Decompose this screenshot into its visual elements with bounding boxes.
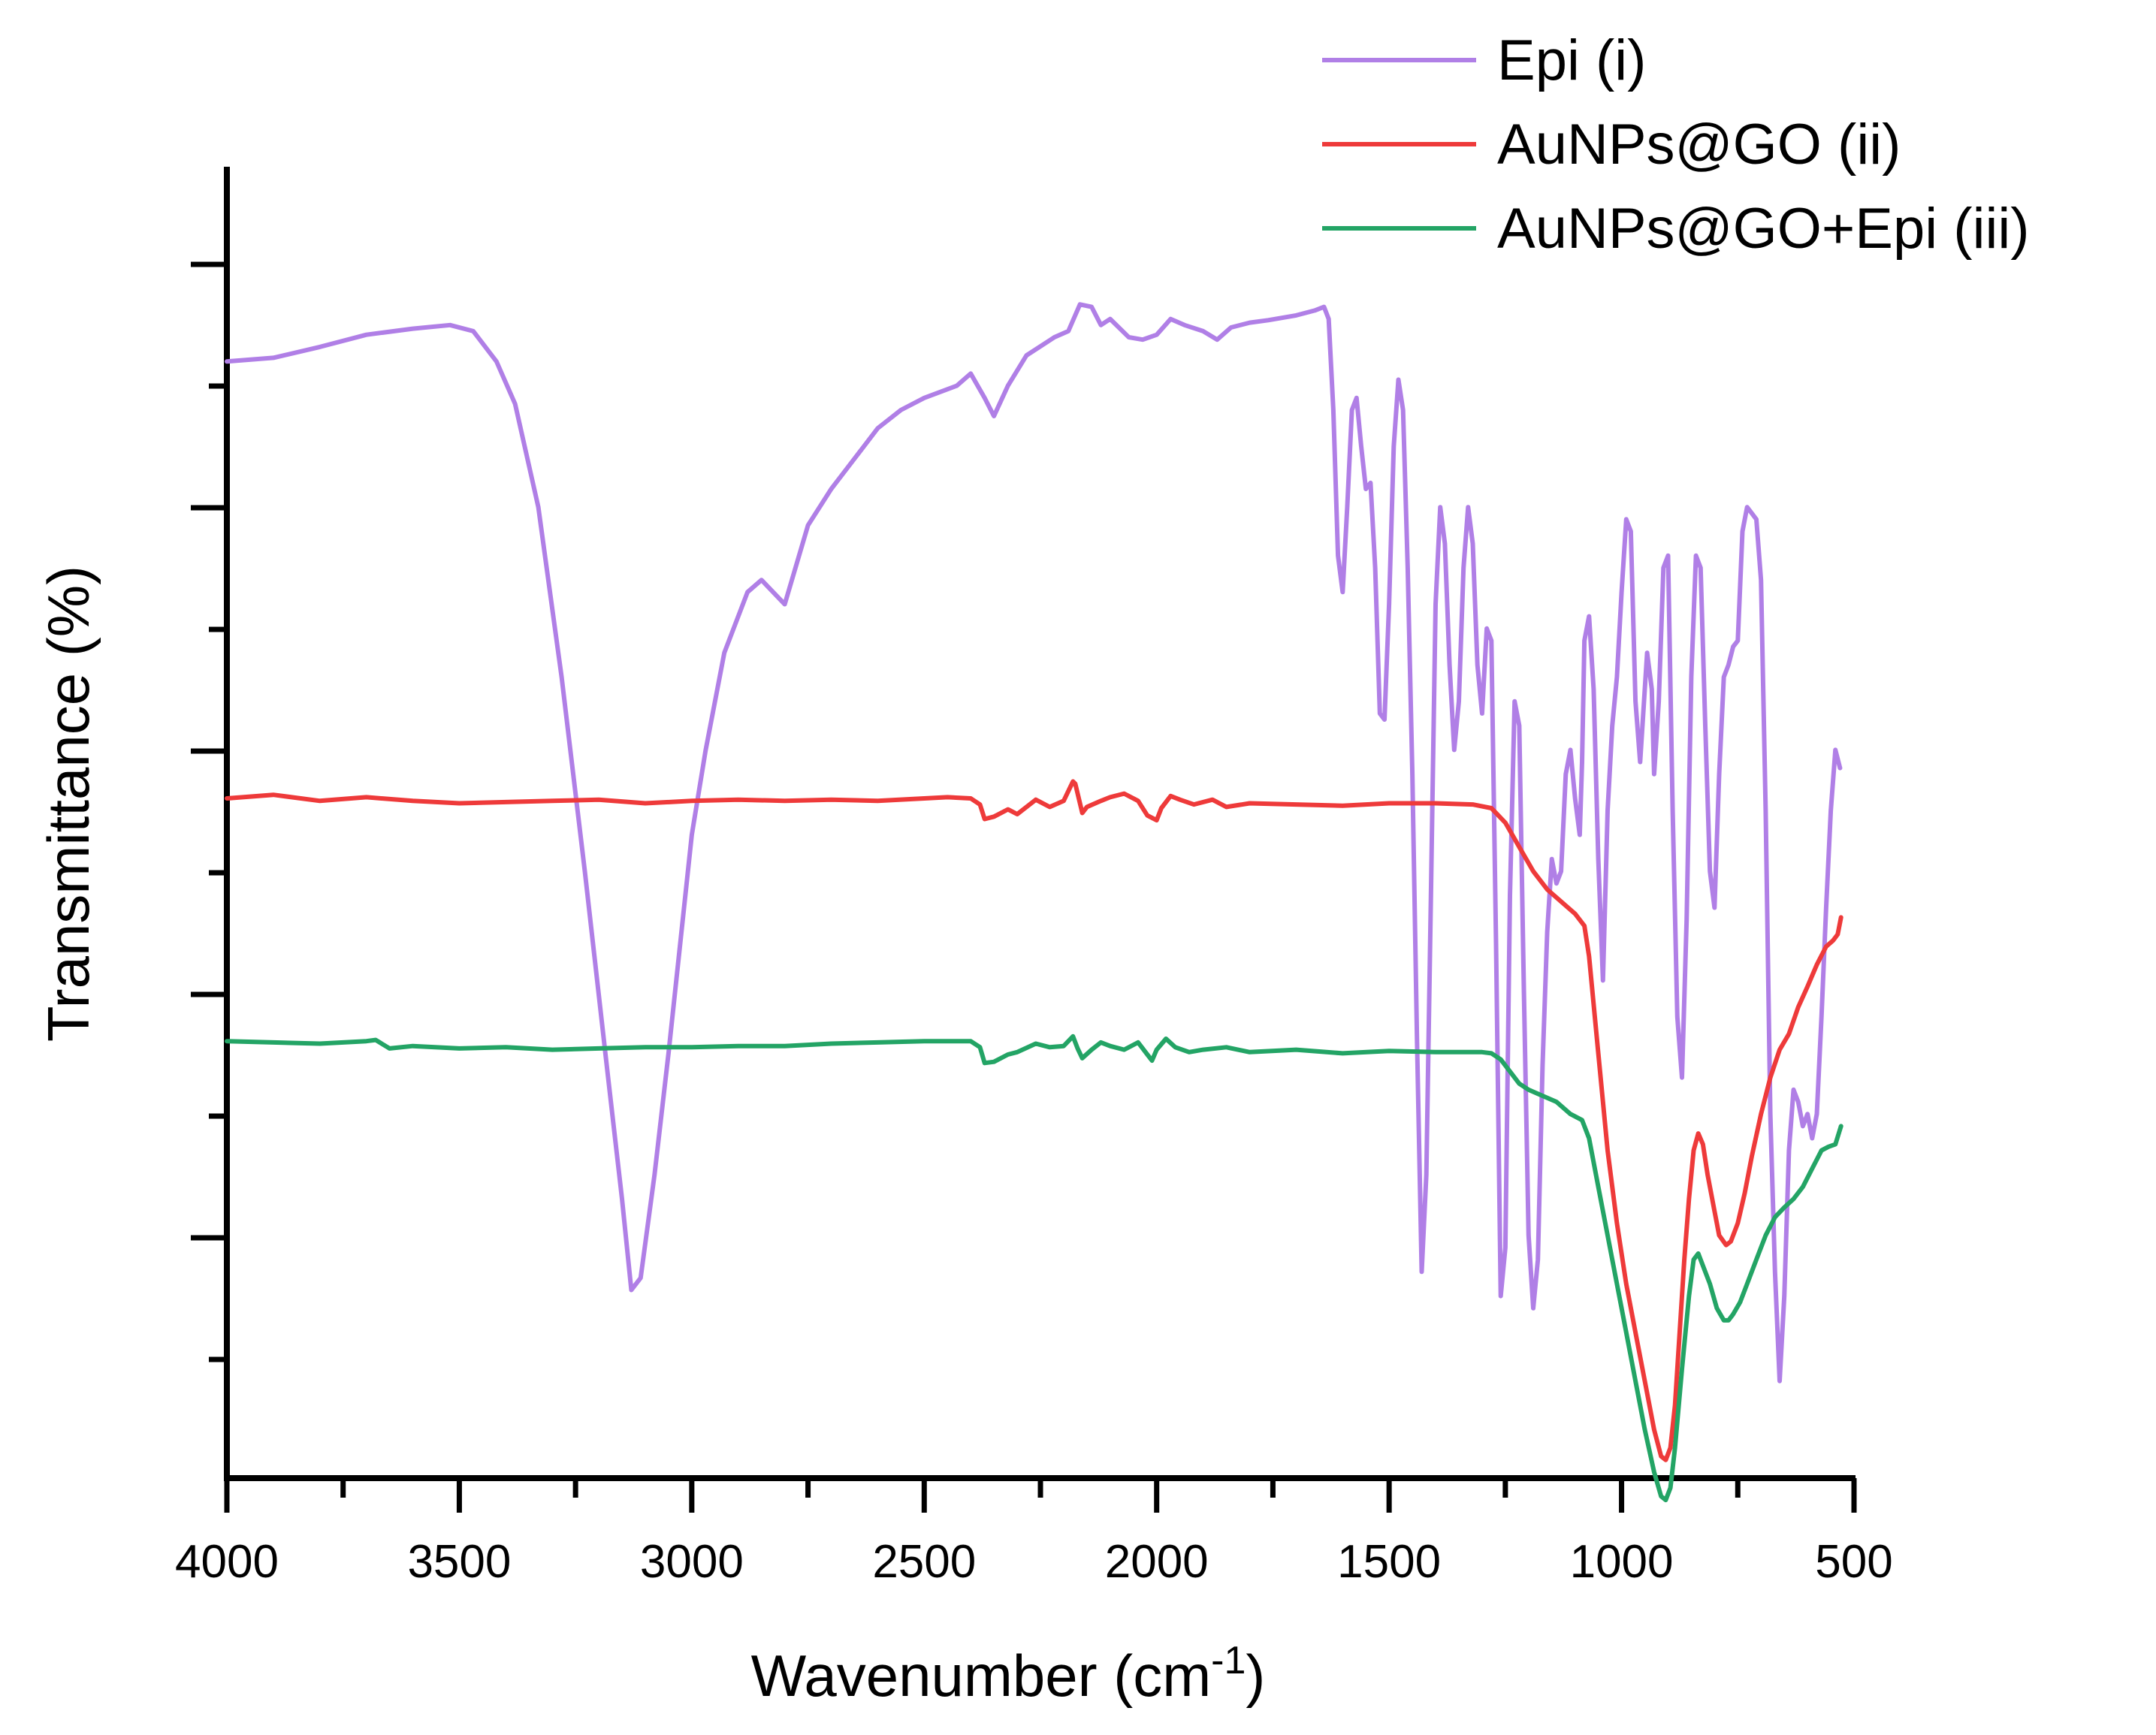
legend-label-3: AuNPs@GO+Epi (iii) xyxy=(1497,197,2030,261)
x-tick-label: 2500 xyxy=(872,1536,976,1588)
legend-label-2: AuNPs@GO (ii) xyxy=(1497,113,1901,177)
legend: Epi (i) AuNPs@GO (ii) AuNPs@GO+Epi (iii) xyxy=(1322,29,2030,261)
x-axis-title-main: Wavenumber (cm xyxy=(751,1643,1212,1709)
x-ticks: 4000 3500 3000 2500 2000 1500 1000 500 xyxy=(175,1478,1893,1588)
series-line-1 xyxy=(225,302,1843,1383)
axes: 4000 3500 3000 2500 2000 1500 1000 500 xyxy=(175,167,1893,1588)
x-tick-label: 1000 xyxy=(1570,1536,1674,1588)
x-axis-title-superscript: -1 xyxy=(1211,1639,1246,1682)
series-line-2 xyxy=(225,779,1843,1462)
y-axis-title: Transmittance (%) xyxy=(35,566,101,1042)
x-tick-label: 4000 xyxy=(175,1536,279,1588)
legend-label-1: Epi (i) xyxy=(1497,29,1646,92)
series-line-3 xyxy=(225,1033,1843,1503)
x-axis-title-close: ) xyxy=(1246,1643,1265,1709)
x-axis-title: Wavenumber (cm-1) xyxy=(751,1639,1266,1709)
x-tick-label: 1500 xyxy=(1337,1536,1441,1588)
x-tick-label: 2000 xyxy=(1105,1536,1209,1588)
y-ticks xyxy=(191,261,227,1362)
x-tick-label: 3000 xyxy=(640,1536,744,1588)
series-layer xyxy=(225,302,1843,1503)
x-tick-label: 3500 xyxy=(407,1536,511,1588)
x-tick-label: 500 xyxy=(1815,1536,1892,1588)
